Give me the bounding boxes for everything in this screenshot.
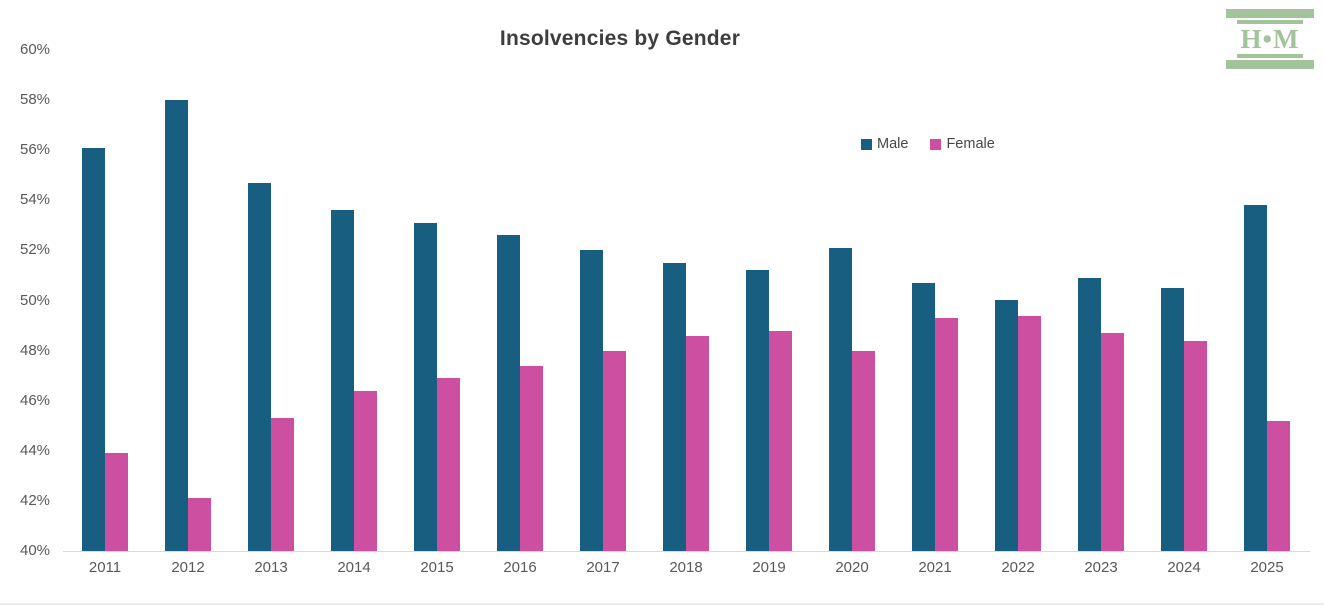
- bar-female-2019: [769, 331, 792, 551]
- y-axis-label: 44%: [20, 441, 51, 459]
- y-axis-label: 50%: [20, 291, 51, 309]
- x-axis-label: 2015: [420, 559, 454, 576]
- chart-title: Insolvencies by Gender: [499, 27, 741, 50]
- bar-male-2013: [248, 183, 271, 551]
- male-series-swatch-icon: [861, 138, 872, 150]
- bar-group-2011: [82, 148, 128, 551]
- bar-group-2020: [829, 248, 875, 551]
- x-axis-label: 2023: [1084, 559, 1118, 576]
- bar-female-2011: [105, 453, 128, 551]
- bar-female-2020: [852, 351, 875, 551]
- bar-female-2013: [271, 418, 294, 551]
- bar-group-2019: [746, 270, 792, 551]
- bar-male-2021: [912, 283, 935, 551]
- bar-group-2012: [165, 100, 211, 551]
- y-axis-label: 54%: [20, 191, 51, 209]
- x-axis-label: 2016: [503, 559, 537, 576]
- x-axis-label: 2024: [1167, 559, 1201, 576]
- bar-female-2018: [686, 336, 709, 551]
- bar-male-2017: [580, 250, 603, 551]
- x-axis-label: 2014: [337, 559, 371, 576]
- female-series-swatch-icon: [930, 138, 942, 150]
- x-axis-label: 2011: [88, 559, 122, 576]
- y-axis-label: 42%: [20, 491, 51, 509]
- bar-male-2012: [165, 100, 188, 551]
- bar-male-2014: [331, 210, 354, 551]
- bar-female-2016: [520, 366, 543, 551]
- bar-male-2022: [995, 300, 1018, 551]
- bar-group-2014: [331, 210, 377, 551]
- bar-male-2018: [663, 263, 686, 551]
- logo-monogram: H•M: [1240, 24, 1300, 54]
- bar-group-2021: [912, 283, 958, 551]
- bar-group-2017: [580, 250, 626, 551]
- bar-male-2011: [82, 148, 105, 551]
- legend-label-female: Female: [946, 136, 995, 152]
- bar-male-2019: [746, 270, 769, 551]
- y-axis-label: 56%: [20, 141, 51, 159]
- plot-area: [63, 50, 1310, 552]
- x-axis-label: 2019: [752, 559, 786, 576]
- legend-label-male: Male: [877, 136, 909, 152]
- bar-female-2015: [437, 378, 460, 551]
- y-axis-label: 46%: [20, 391, 51, 409]
- bar-male-2015: [414, 223, 437, 551]
- y-axis-label: 60%: [20, 41, 51, 58]
- bar-male-2025: [1244, 205, 1267, 551]
- x-axis-label: 2022: [1001, 559, 1035, 576]
- bar-group-2016: [497, 235, 543, 551]
- bar-female-2017: [603, 351, 626, 551]
- y-axis-label: 52%: [20, 241, 51, 259]
- y-axis-label: 40%: [20, 542, 51, 559]
- bar-group-2013: [248, 183, 294, 551]
- bar-male-2020: [829, 248, 852, 551]
- bar-group-2018: [663, 263, 709, 551]
- company-logo: H•M: [1224, 9, 1316, 69]
- bar-group-2024: [1161, 288, 1207, 551]
- bar-female-2014: [354, 391, 377, 551]
- y-axis-label: 48%: [20, 341, 51, 359]
- bar-male-2016: [497, 235, 520, 551]
- bar-female-2012: [188, 498, 211, 551]
- logo-column-capital-top-icon: [1226, 9, 1314, 18]
- x-axis-label: 2021: [918, 559, 952, 576]
- x-axis-label: 2012: [171, 559, 205, 576]
- chart-legend: Male Female: [861, 136, 995, 152]
- legend-item-female: Female: [930, 136, 995, 152]
- bar-group-2025: [1244, 205, 1290, 551]
- bar-female-2024: [1184, 341, 1207, 551]
- bar-female-2021: [935, 318, 958, 551]
- bar-female-2022: [1018, 316, 1041, 551]
- x-axis-label: 2018: [669, 559, 703, 576]
- x-axis-label: 2020: [835, 559, 869, 576]
- bar-group-2023: [1078, 278, 1124, 551]
- bar-female-2025: [1267, 421, 1290, 551]
- logo-column-molding-top-icon: [1237, 20, 1303, 24]
- bar-group-2022: [995, 300, 1041, 551]
- bar-group-2015: [414, 223, 460, 551]
- bar-male-2023: [1078, 278, 1101, 551]
- bar-male-2024: [1161, 288, 1184, 551]
- x-axis-label: 2017: [586, 559, 620, 576]
- y-axis-label: 58%: [20, 91, 51, 109]
- logo-column-molding-bottom-icon: [1237, 54, 1303, 58]
- logo-column-capital-bottom-icon: [1226, 60, 1314, 69]
- x-axis-label: 2025: [1250, 559, 1284, 576]
- x-axis-label: 2013: [254, 559, 288, 576]
- bar-female-2023: [1101, 333, 1124, 551]
- legend-item-male: Male: [861, 136, 908, 152]
